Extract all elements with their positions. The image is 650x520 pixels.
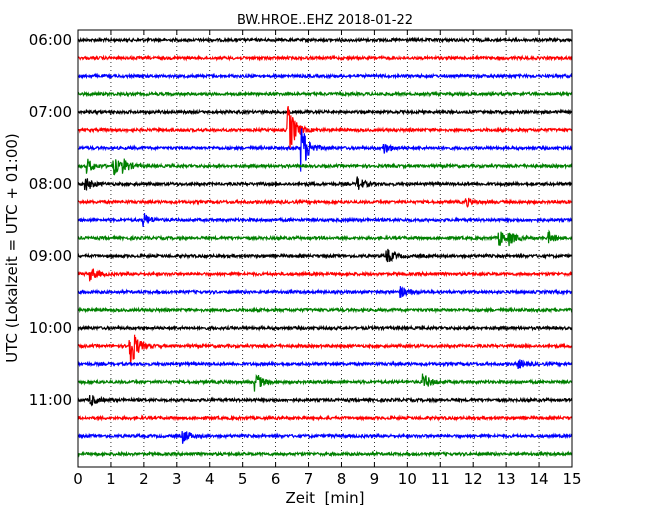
seismic-trace xyxy=(77,197,573,208)
x-tick-label: 6 xyxy=(271,470,281,488)
x-tick-label: 5 xyxy=(238,470,248,488)
seismic-trace xyxy=(77,72,573,80)
seismic-trace xyxy=(77,108,573,116)
seismic-trace xyxy=(77,158,573,176)
plot-frame xyxy=(77,29,573,468)
x-tick-label: 3 xyxy=(172,470,182,488)
seismic-trace xyxy=(77,450,573,458)
x-tick-label: 8 xyxy=(337,470,347,488)
y-tick-label: 09:00 xyxy=(29,247,72,265)
x-tick-label: 10 xyxy=(398,470,417,488)
seismic-trace xyxy=(77,229,573,247)
y-tick-label: 07:00 xyxy=(29,103,72,121)
chart-title: BW.HROE..EHZ 2018-01-22 xyxy=(237,13,413,28)
seismic-trace xyxy=(77,286,573,299)
x-tick-label: 11 xyxy=(431,470,450,488)
x-axis: 0 1 2 3 4 5 6 7 8 9 10 11 12 13 14 15 xyxy=(73,30,582,488)
x-tick-label: 7 xyxy=(304,470,314,488)
seismic-trace xyxy=(77,394,573,407)
x-tick-label: 13 xyxy=(497,470,516,488)
seismic-trace xyxy=(77,306,573,314)
seismic-trace xyxy=(77,334,573,364)
seismic-trace xyxy=(77,54,573,62)
x-tick-label: 0 xyxy=(73,470,83,488)
seismic-trace xyxy=(77,213,573,227)
y-tick-label: 08:00 xyxy=(29,175,72,193)
seismic-trace xyxy=(77,105,573,150)
y-tick-label: 10:00 xyxy=(29,319,72,337)
y-tick-label: 11:00 xyxy=(29,391,72,409)
seismic-trace xyxy=(77,268,573,282)
grid xyxy=(110,30,540,467)
seismic-trace xyxy=(77,414,573,422)
seismic-trace xyxy=(77,373,573,392)
seismic-trace xyxy=(77,431,573,444)
y-tick-label: 06:00 xyxy=(29,31,72,49)
x-tick-label: 2 xyxy=(139,470,149,488)
seismic-trace xyxy=(77,36,573,44)
x-tick-label: 1 xyxy=(106,470,116,488)
seismic-trace xyxy=(77,324,573,332)
seismic-trace xyxy=(77,359,573,370)
x-tick-label: 9 xyxy=(370,470,380,488)
seismic-trace xyxy=(77,248,573,263)
y-axis-label: UTC (Lokalzeit = UTC + 01:00) xyxy=(3,133,21,363)
trace-group xyxy=(77,36,573,458)
x-axis-label: Zeit [min] xyxy=(285,489,364,507)
seismic-trace xyxy=(77,176,573,191)
x-tick-label: 12 xyxy=(464,470,483,488)
seismic-trace xyxy=(77,128,573,172)
x-tick-label: 15 xyxy=(562,470,581,488)
y-axis: 06:00 07:00 08:00 09:00 10:00 11:00 xyxy=(29,31,572,409)
x-tick-label: 14 xyxy=(530,470,549,488)
x-tick-label: 4 xyxy=(205,470,215,488)
seismic-trace xyxy=(77,90,573,98)
